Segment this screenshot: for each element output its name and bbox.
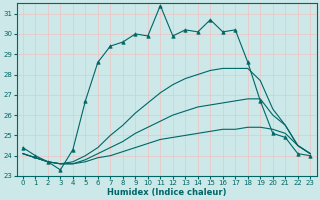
X-axis label: Humidex (Indice chaleur): Humidex (Indice chaleur) <box>107 188 226 197</box>
